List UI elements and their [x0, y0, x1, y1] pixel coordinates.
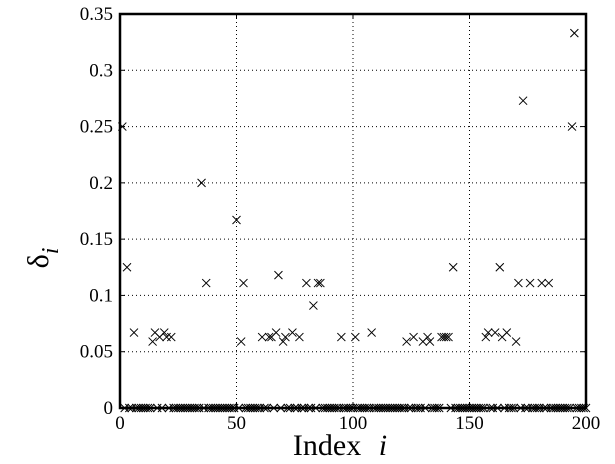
data-point — [425, 337, 435, 346]
data-point — [483, 328, 493, 337]
data-point — [502, 328, 512, 337]
data-point — [481, 332, 491, 342]
data-point — [302, 278, 311, 288]
x-tick-label: 200 — [572, 413, 601, 434]
data-point — [336, 332, 346, 342]
x-tick-label: 0 — [115, 413, 125, 434]
x-axis-ticks: 0 50 100 150 200 — [115, 14, 600, 434]
data-point — [309, 301, 318, 310]
x-tick-label: 150 — [455, 413, 484, 434]
data-point — [313, 278, 323, 288]
data-point — [264, 332, 274, 342]
data-point — [295, 332, 304, 342]
data-point — [257, 332, 267, 342]
data-point — [239, 278, 248, 288]
data-point — [495, 262, 505, 272]
data-point — [569, 28, 579, 38]
data-point — [129, 328, 139, 337]
data-point — [409, 332, 418, 342]
data-point — [537, 278, 547, 288]
data-point — [197, 178, 206, 188]
y-tick-label: 0.35 — [80, 4, 113, 25]
data-point — [423, 332, 432, 342]
data-point — [544, 278, 554, 288]
y-tick-label: 0.05 — [80, 342, 113, 363]
data-point — [441, 332, 451, 342]
data-point — [278, 337, 288, 346]
data-point — [490, 328, 500, 337]
data-point — [271, 328, 281, 337]
y-tick-label: 0.2 — [89, 173, 113, 194]
data-markers — [117, 28, 579, 346]
data-point — [316, 278, 325, 288]
grid-lines — [120, 14, 586, 408]
x-tick-label: 100 — [339, 413, 368, 434]
data-point — [567, 122, 577, 131]
data-point — [448, 262, 458, 272]
data-point — [166, 332, 176, 342]
data-point — [288, 328, 297, 337]
data-point — [159, 328, 169, 337]
x-axis-title: Index i — [293, 429, 387, 462]
data-point — [518, 96, 528, 106]
data-point — [402, 337, 411, 346]
y-tick-label: 0.1 — [89, 285, 113, 306]
data-point — [236, 337, 246, 346]
data-point — [201, 278, 211, 288]
y-axis-ticks: 0 0.05 0.1 0.15 0.2 0.25 0.3 0.35 — [80, 4, 586, 419]
y-tick-label: 0 — [104, 398, 114, 419]
y-axis-title: δi — [22, 248, 64, 269]
data-point — [122, 262, 132, 272]
data-point — [232, 215, 241, 225]
data-point — [274, 270, 283, 280]
x-tick-label: 50 — [227, 413, 246, 434]
y-tick-label: 0.15 — [80, 229, 113, 250]
data-point — [350, 332, 360, 342]
data-point — [148, 337, 157, 346]
y-tick-label: 0.25 — [80, 117, 113, 138]
data-point — [514, 278, 523, 288]
data-point — [281, 332, 290, 342]
data-point — [367, 328, 376, 337]
data-point — [511, 337, 521, 346]
data-point — [525, 278, 535, 288]
data-point — [444, 332, 453, 342]
y-tick-label: 0.3 — [89, 60, 113, 81]
